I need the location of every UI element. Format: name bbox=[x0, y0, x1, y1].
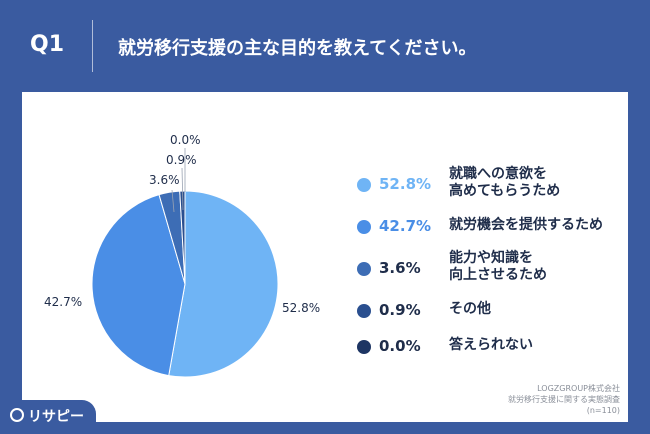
pie-data-label-0: 52.8% bbox=[282, 301, 320, 315]
pie-leader-line-0 bbox=[171, 189, 175, 213]
chart-card: 52.8% 42.7% 3.6% 0.9% 0.0% 52.8% 就職への意欲を 高めても… bbox=[22, 92, 628, 422]
legend-item-4: 0.0% 答えられない bbox=[357, 328, 627, 368]
legend-item-2: 3.6% 能力や知識を 向上させるため bbox=[357, 250, 627, 290]
source-survey: 就労移行支援に関する実態調査 bbox=[508, 395, 620, 404]
brand-name: リサピー bbox=[28, 409, 84, 425]
legend-item-1: 42.7% 就労機会を提供するため bbox=[357, 208, 627, 248]
pie-data-label-3: 0.9% bbox=[166, 153, 197, 167]
legend-percent: 42.7% bbox=[379, 217, 432, 235]
legend-swatch bbox=[357, 220, 371, 234]
legend-item-3: 0.9% その他 bbox=[357, 292, 627, 332]
legend-item-0: 52.8% 就職への意欲を 高めてもらうため bbox=[357, 166, 627, 206]
pie-data-label-4: 0.0% bbox=[170, 133, 201, 147]
source-company: LOGZGROUP株式会社 bbox=[537, 384, 620, 393]
legend-label: 就職への意欲を 高めてもらうため bbox=[449, 166, 561, 199]
question-number: Q1 bbox=[30, 32, 65, 57]
legend-swatch bbox=[357, 262, 371, 276]
legend-swatch bbox=[357, 304, 371, 318]
pie-data-label-1: 42.7% bbox=[44, 295, 82, 309]
legend-label: 答えられない bbox=[449, 337, 533, 353]
question-title: 就労移行支援の主な目的を教えてください。 bbox=[118, 38, 477, 59]
pie-slice-0 bbox=[168, 190, 279, 378]
legend-swatch bbox=[357, 340, 371, 354]
pie-data-label-2: 3.6% bbox=[149, 173, 180, 187]
pie-chart: 52.8% 42.7% 3.6% 0.9% 0.0% bbox=[44, 133, 320, 378]
pin-icon bbox=[10, 408, 24, 422]
legend-percent: 0.0% bbox=[379, 337, 421, 355]
legend-percent: 52.8% bbox=[379, 175, 432, 193]
source-note: LOGZGROUP株式会社 就労移行支援に関する実態調査 (n=110) bbox=[508, 383, 620, 416]
legend-swatch bbox=[357, 178, 371, 192]
legend-percent: 0.9% bbox=[379, 301, 421, 319]
pie-leader-line-1 bbox=[181, 167, 184, 211]
legend-label: 能力や知識を 向上させるため bbox=[449, 250, 547, 283]
source-sample-size: (n=110) bbox=[586, 406, 620, 415]
legend-label: その他 bbox=[449, 301, 491, 317]
pie-slice-1 bbox=[91, 194, 186, 377]
header: Q1 就労移行支援の主な目的を教えてください。 bbox=[0, 0, 650, 90]
legend-percent: 3.6% bbox=[379, 259, 421, 277]
brand-logo: リサピー bbox=[0, 400, 96, 434]
header-divider bbox=[92, 20, 93, 72]
legend-label: 就労機会を提供するため bbox=[449, 217, 603, 233]
